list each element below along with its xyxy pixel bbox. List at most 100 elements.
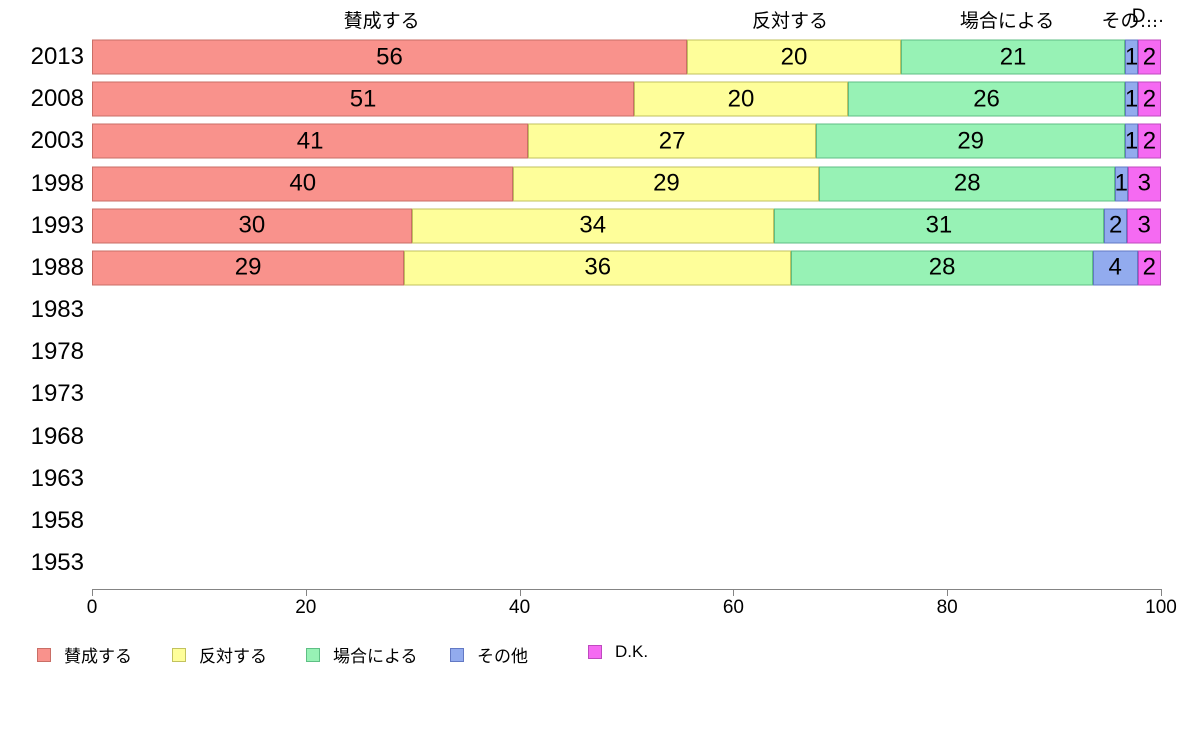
bar-segment: 28 xyxy=(791,250,1093,286)
x-axis-tick xyxy=(92,589,93,596)
legend-swatch xyxy=(37,647,51,662)
legend-swatch xyxy=(588,645,602,659)
bar-segment: 27 xyxy=(528,123,817,159)
bar-row: 1978 xyxy=(0,331,1188,373)
bar-segment: 1 xyxy=(1115,166,1128,202)
bar-row: 1958 xyxy=(0,500,1188,542)
year-label: 1993 xyxy=(30,211,84,239)
year-label: 1978 xyxy=(30,338,84,366)
segment-value-label: 4 xyxy=(1108,253,1122,281)
bar-segment: 29 xyxy=(816,123,1126,159)
segment-value-label: 29 xyxy=(957,127,985,155)
top-segment-label: 反対する xyxy=(752,11,829,32)
bar-segment: 1 xyxy=(1124,39,1139,75)
bar-row: 1998 40 29 28 1 3 xyxy=(0,163,1188,205)
bar-row: 1983 xyxy=(0,289,1188,331)
segment-value-label: 28 xyxy=(953,169,981,197)
segment-value-label: 1 xyxy=(1124,43,1139,71)
year-label: 2013 xyxy=(30,43,84,71)
year-label: 2008 xyxy=(30,85,84,113)
segment-value-label: 21 xyxy=(999,43,1027,71)
bar-segment: 2 xyxy=(1137,123,1162,159)
segment-value-label: 2 xyxy=(1142,253,1156,281)
segment-value-label: 34 xyxy=(579,211,607,239)
top-segment-label: 賛成する xyxy=(343,11,420,32)
bar-segment: 1 xyxy=(1124,81,1139,117)
segment-value-label: 36 xyxy=(584,253,612,281)
top-segment-label: その… xyxy=(1101,11,1159,32)
legend-item: 反対する xyxy=(172,642,267,667)
segment-value-label: 2 xyxy=(1108,211,1123,239)
bar-segment: 20 xyxy=(687,39,901,75)
x-axis-tick-label: 20 xyxy=(295,597,317,618)
segment-value-label: 28 xyxy=(928,253,956,281)
bar-segment: 36 xyxy=(404,250,792,286)
legend-label: D.K. xyxy=(615,642,649,661)
bar-row: 2003 41 27 29 1 2 xyxy=(0,120,1188,162)
bar-segment: 51 xyxy=(92,81,635,117)
segment-value-label: 40 xyxy=(289,169,317,197)
bar-track: 56 20 21 1 2 xyxy=(92,39,1162,75)
year-label: 1988 xyxy=(30,253,84,281)
segment-value-label: 1 xyxy=(1124,85,1139,113)
bar-row: 1973 xyxy=(0,373,1188,415)
bar-segment: 2 xyxy=(1104,208,1128,244)
bar-segment: 41 xyxy=(92,123,529,159)
bar-segment: 26 xyxy=(847,81,1126,117)
x-axis-tick xyxy=(305,589,307,596)
year-label: 1973 xyxy=(30,380,84,408)
legend-label: その他 xyxy=(477,647,528,666)
x-axis-tick xyxy=(1161,589,1162,596)
segment-value-label: 29 xyxy=(234,253,262,281)
year-label: 1953 xyxy=(30,549,84,577)
bar-row: 2013 56 20 21 1 2 xyxy=(0,36,1188,78)
year-label: 2003 xyxy=(30,127,84,155)
year-label: 1963 xyxy=(30,464,84,492)
top-segment-label: D… xyxy=(1131,6,1165,27)
legend-item: 場合による xyxy=(306,642,418,667)
segment-value-label: 20 xyxy=(780,43,808,71)
bar-segment: 56 xyxy=(92,39,688,75)
segment-value-label: 51 xyxy=(349,85,377,113)
x-axis-tick-label: 40 xyxy=(509,597,531,618)
bar-track: 29 36 28 4 2 xyxy=(92,250,1161,286)
year-label: 1998 xyxy=(30,169,84,197)
x-axis-tick-label: 80 xyxy=(936,597,958,618)
bar-row: 1963 xyxy=(0,458,1188,500)
bar-segment: 30 xyxy=(92,208,412,244)
bar-segment: 3 xyxy=(1127,208,1162,244)
year-label: 1968 xyxy=(30,422,84,450)
legend-label: 賛成する xyxy=(64,647,132,666)
year-label: 1958 xyxy=(30,506,84,534)
x-axis-tick-label: 0 xyxy=(86,597,98,618)
legend-swatch xyxy=(172,647,186,662)
bar-track: 51 20 26 1 2 xyxy=(92,81,1162,117)
segment-value-label: 31 xyxy=(925,211,953,239)
year-label: 1983 xyxy=(30,296,84,324)
bar-segment: 2 xyxy=(1137,81,1162,117)
segment-value-label: 3 xyxy=(1137,211,1151,239)
x-axis-tick xyxy=(733,589,735,596)
bar-segment: 34 xyxy=(411,208,774,244)
top-segment-label: 場合による xyxy=(959,11,1055,32)
x-axis-tick-label: 100 xyxy=(1145,597,1177,618)
legend-label: 場合による xyxy=(333,647,418,666)
bar-segment: 40 xyxy=(92,166,514,202)
bar-segment: 2 xyxy=(1137,250,1161,286)
bar-segment: 29 xyxy=(92,250,405,286)
bar-segment: 2 xyxy=(1137,39,1162,75)
x-axis-tick xyxy=(519,589,521,596)
x-axis-tick xyxy=(947,589,949,596)
x-axis-tick-label: 60 xyxy=(722,597,744,618)
bar-segment: 3 xyxy=(1127,166,1161,202)
bar-segment: 21 xyxy=(900,39,1126,75)
segment-value-label: 3 xyxy=(1137,169,1151,197)
bar-segment: 31 xyxy=(773,208,1105,244)
bar-row: 1968 xyxy=(0,416,1188,458)
segment-value-label: 29 xyxy=(653,169,680,197)
bar-segment: 28 xyxy=(819,166,1116,202)
bar-segment: 1 xyxy=(1125,123,1138,159)
legend-swatch xyxy=(450,647,464,662)
bar-track: 41 27 29 1 2 xyxy=(92,123,1162,159)
